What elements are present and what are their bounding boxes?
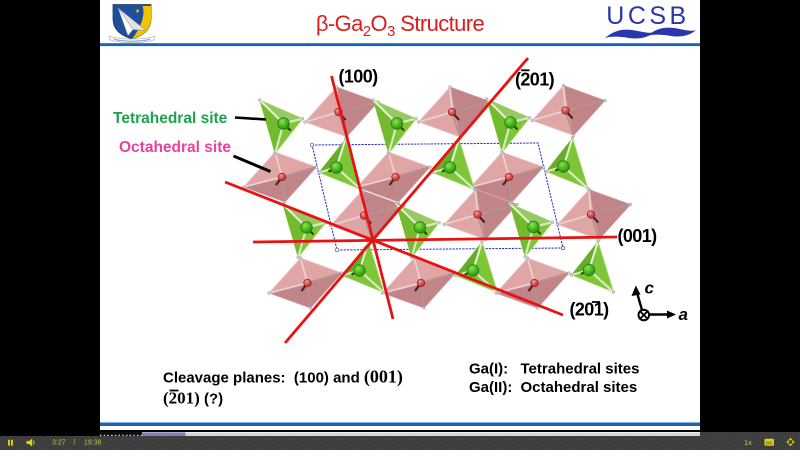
svg-text:(001): (001) [618, 226, 658, 246]
svg-text:1x: 1x [744, 438, 752, 447]
svg-text:Cleavage planes: (100) and (0: Cleavage planes: (100) and (001) [163, 367, 403, 388]
svg-text:Tetrahedral sites: Tetrahedral sites [521, 361, 640, 378]
svg-text:c: c [645, 279, 655, 298]
svg-text:(201) (?): (201) (?) [163, 389, 223, 408]
svg-text:/: / [74, 440, 76, 447]
svg-text:Octahedral sites: Octahedral sites [521, 379, 638, 396]
svg-text:Ga(I):: Ga(I): [469, 361, 508, 378]
svg-text:UCSB: UCSB [606, 2, 689, 30]
svg-text:(201): (201) [570, 300, 610, 320]
svg-text:CC: CC [766, 440, 773, 446]
svg-text:Tetrahedral site: Tetrahedral site [113, 110, 228, 127]
svg-text:Ga(II):: Ga(II): [469, 379, 512, 396]
svg-text:a: a [679, 305, 688, 324]
svg-text:19:38: 19:38 [84, 440, 102, 447]
svg-text:(100): (100) [339, 67, 379, 87]
svg-text:β-Ga2O3 Structure: β-Ga2O3 Structure [316, 11, 485, 40]
svg-text:3:27: 3:27 [52, 440, 66, 447]
svg-text:Octahedral site: Octahedral site [119, 139, 231, 156]
svg-text:(201): (201) [515, 70, 555, 90]
